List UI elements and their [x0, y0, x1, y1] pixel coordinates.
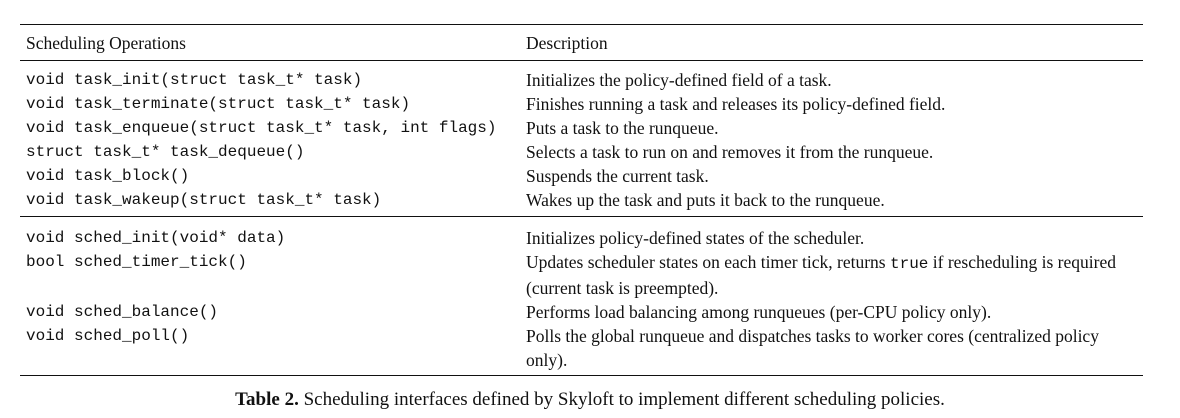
table-row: struct task_t* task_dequeue() Selects a …: [20, 140, 1143, 164]
caption-label: Table 2.: [235, 389, 299, 410]
caption-text: Scheduling interfaces defined by Skyloft…: [298, 389, 945, 410]
table-row: void task_enqueue(struct task_t* task, i…: [20, 116, 1143, 140]
header-scheduling-operations: Scheduling Operations: [26, 33, 186, 53]
inline-code-true: true: [889, 255, 929, 273]
operation-description: Finishes running a task and releases its…: [526, 94, 946, 114]
operation-description: Initializes policy-defined states of the…: [526, 228, 865, 248]
description-text: Updates scheduler states on each timer t…: [526, 252, 890, 272]
table-row: void task_terminate(struct task_t* task)…: [20, 92, 1143, 116]
table-row: void task_block() Suspends the current t…: [20, 164, 1143, 188]
operation-signature: void task_init(struct task_t* task): [26, 71, 363, 89]
operation-description: Initializes the policy-defined field of …: [526, 70, 832, 90]
operation-signature: void task_enqueue(struct task_t* task, i…: [26, 119, 497, 137]
scheduler-operations-group: void sched_init(void* data) Initializes …: [20, 216, 1143, 376]
table-row: void sched_poll() Polls the global runqu…: [20, 324, 1143, 376]
operation-signature: void sched_balance(): [26, 303, 219, 321]
table-row: void sched_init(void* data) Initializes …: [20, 217, 1143, 251]
table-caption: Table 2. Scheduling interfaces defined b…: [0, 389, 1180, 411]
table-row: bool sched_timer_tick() Updates schedule…: [20, 250, 1143, 300]
description-text: if rescheduling is required (current tas…: [526, 252, 1116, 298]
operation-signature: void sched_poll(): [26, 327, 190, 345]
operation-signature: struct task_t* task_dequeue(): [26, 143, 305, 161]
operation-description: Updates scheduler states on each timer t…: [526, 250, 1143, 300]
table-row: void sched_balance() Performs load balan…: [20, 300, 1143, 324]
interfaces-table-container: Scheduling Operations Description void t…: [20, 24, 1143, 376]
table-row: void task_init(struct task_t* task) Init…: [20, 61, 1143, 93]
task-operations-group: void task_init(struct task_t* task) Init…: [20, 61, 1143, 217]
operation-signature: void task_wakeup(struct task_t* task): [26, 191, 382, 209]
operation-signature: bool sched_timer_tick(): [26, 253, 247, 271]
operation-signature: void task_block(): [26, 167, 190, 185]
operation-description: Selects a task to run on and removes it …: [526, 142, 934, 162]
operation-description: Puts a task to the runqueue.: [526, 118, 719, 138]
operation-description: Wakes up the task and puts it back to th…: [526, 190, 885, 210]
scheduling-interfaces-table: Scheduling Operations Description void t…: [20, 24, 1143, 376]
header-description: Description: [526, 33, 608, 53]
table-row: void task_wakeup(struct task_t* task) Wa…: [20, 188, 1143, 217]
operation-signature: void task_terminate(struct task_t* task): [26, 95, 411, 113]
operation-signature: void sched_init(void* data): [26, 229, 286, 247]
operation-description: Suspends the current task.: [526, 166, 709, 186]
table-header-row: Scheduling Operations Description: [20, 24, 1143, 61]
operation-description: Performs load balancing among runqueues …: [526, 302, 992, 322]
operation-description: Polls the global runqueue and dispatches…: [526, 326, 1099, 370]
